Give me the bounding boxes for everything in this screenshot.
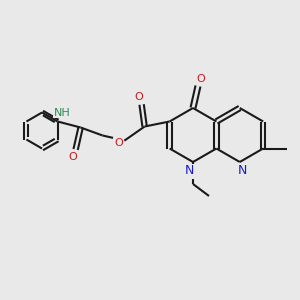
Text: O: O [114,137,123,148]
Text: O: O [68,152,77,163]
Text: O: O [196,74,206,84]
Text: N: N [238,164,248,178]
Text: O: O [134,92,143,103]
Text: N: N [184,164,194,178]
Text: NH: NH [54,107,71,118]
